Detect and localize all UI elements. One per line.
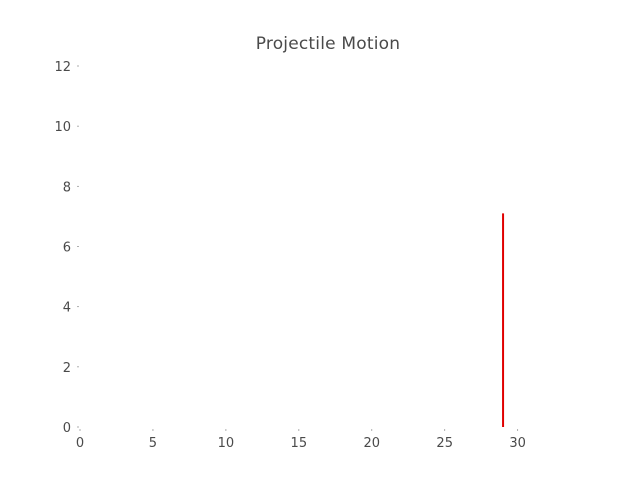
y-tick-label: 2 bbox=[63, 361, 71, 376]
y-tick-label: 4 bbox=[63, 301, 71, 316]
x-tick-label: 5 bbox=[149, 436, 157, 451]
x-tick-label: 25 bbox=[436, 436, 453, 451]
y-axis: 0 2 4 6 8 10 12 bbox=[54, 59, 79, 437]
y-tick-label: 6 bbox=[63, 241, 71, 256]
y-tick-label: 0 bbox=[63, 421, 71, 436]
x-tick-label: 10 bbox=[218, 436, 235, 451]
y-tick-label: 8 bbox=[63, 180, 71, 195]
y-tick-label: 12 bbox=[54, 60, 71, 75]
x-tick-label: 30 bbox=[509, 436, 526, 451]
x-tick-label: 0 bbox=[76, 436, 84, 451]
x-tick-label: 15 bbox=[291, 436, 308, 451]
x-tick-label: 20 bbox=[363, 436, 380, 451]
x-axis: 0 5 10 15 20 25 30 bbox=[75, 429, 527, 452]
y-tick-label: 10 bbox=[54, 120, 71, 135]
chart-title: Projectile Motion bbox=[256, 34, 401, 54]
